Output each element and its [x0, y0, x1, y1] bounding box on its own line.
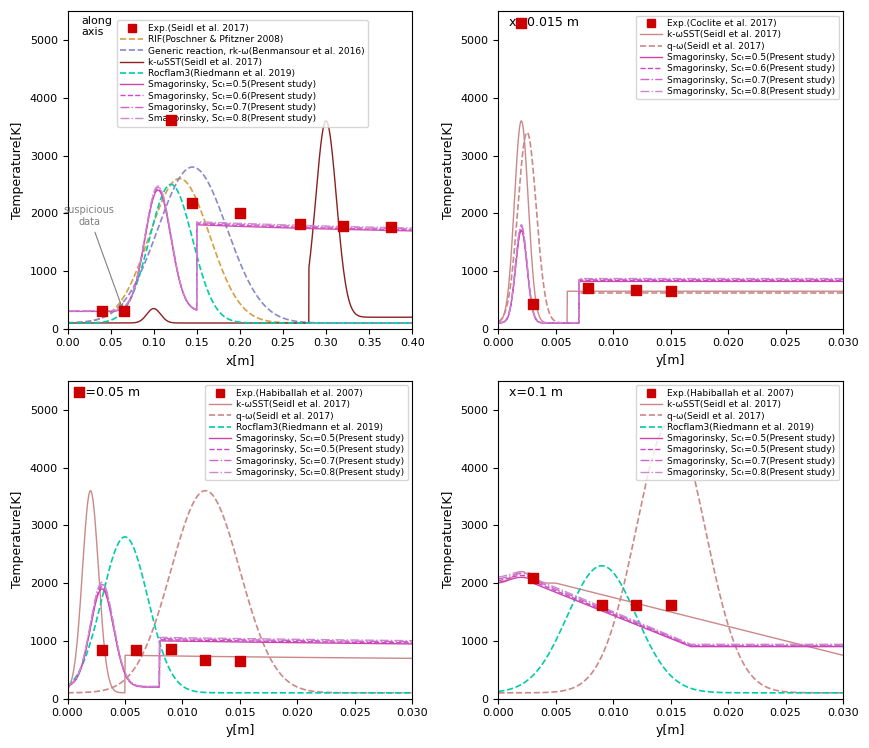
Point [663, 285, 677, 297]
Point [293, 218, 307, 230]
Point [336, 220, 350, 232]
Point [163, 643, 177, 655]
X-axis label: x[m]: x[m] [225, 354, 255, 367]
Point [233, 655, 247, 667]
X-axis label: y[m]: y[m] [655, 724, 685, 737]
Text: suspicious
data: suspicious data [63, 205, 123, 307]
Point [116, 305, 130, 317]
Y-axis label: Temperature[K]: Temperature[K] [441, 121, 454, 218]
Point [233, 207, 247, 219]
Legend: Exp.(Habiballah et al. 2007), k-ωSST(Seidl et al. 2017), q-ω(Seidl et al. 2017),: Exp.(Habiballah et al. 2007), k-ωSST(Sei… [635, 385, 838, 480]
Text: x=0.015 m: x=0.015 m [508, 16, 578, 29]
Point [594, 599, 608, 611]
Point [383, 221, 397, 233]
Point [185, 197, 199, 209]
Y-axis label: Temperature[K]: Temperature[K] [441, 491, 454, 589]
Legend: Exp.(Coclite et al. 2017), k-ωSST(Seidl et al. 2017), q-ω(Seidl et al. 2017), Sm: Exp.(Coclite et al. 2017), k-ωSST(Seidl … [635, 16, 838, 99]
Y-axis label: Temperature[K]: Temperature[K] [11, 491, 24, 589]
Y-axis label: Temperature[K]: Temperature[K] [11, 121, 24, 218]
Point [525, 572, 539, 584]
Point [628, 283, 642, 295]
Text: x=0.05 m: x=0.05 m [77, 386, 140, 399]
X-axis label: y[m]: y[m] [225, 724, 255, 737]
Text: along
axis: along axis [81, 16, 112, 37]
Point [95, 644, 109, 656]
Point [129, 644, 143, 656]
Point [72, 387, 86, 399]
Point [663, 599, 677, 611]
Point [198, 654, 212, 666]
Point [163, 114, 177, 126]
X-axis label: y[m]: y[m] [655, 354, 685, 367]
Legend: Exp.(Habiballah et al. 2007), k-ωSST(Seidl et al. 2017), q-ω(Seidl et al. 2017),: Exp.(Habiballah et al. 2007), k-ωSST(Sei… [205, 385, 408, 480]
Text: x=0.1 m: x=0.1 m [508, 386, 562, 399]
Point [580, 282, 594, 294]
Point [525, 298, 539, 310]
Point [514, 16, 527, 28]
Legend: Exp.(Seidl et al. 2017), RIF(Poschner & Pfitzner 2008), Generic reaction, rk-ω(B: Exp.(Seidl et al. 2017), RIF(Poschner & … [116, 20, 368, 126]
Point [628, 599, 642, 611]
Point [95, 305, 109, 317]
